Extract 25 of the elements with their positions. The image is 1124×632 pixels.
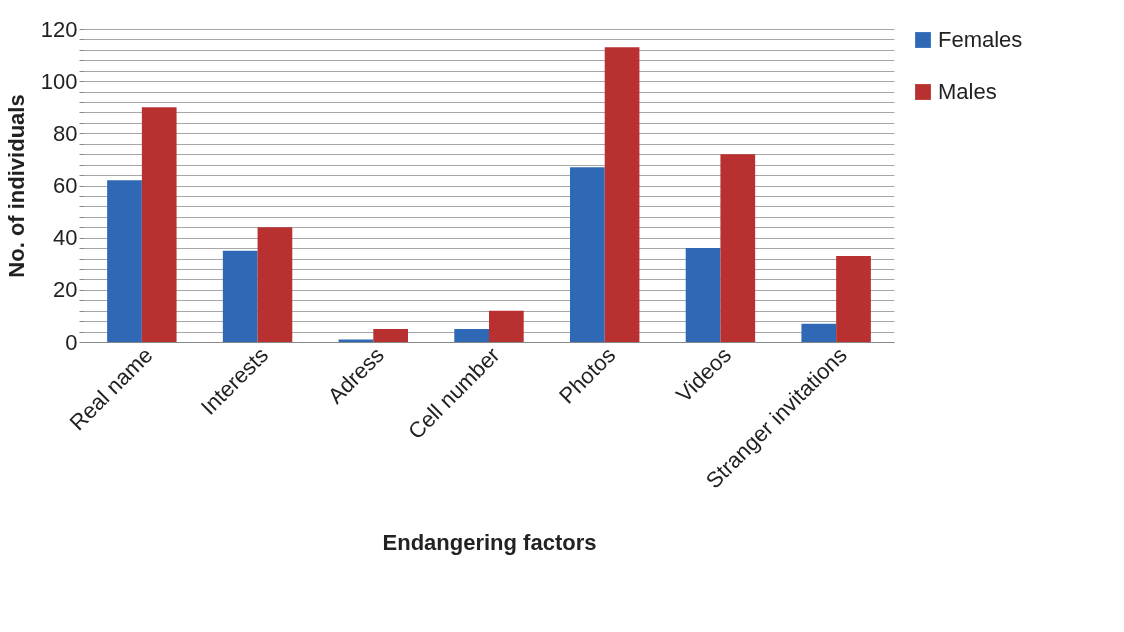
x-axis-title: Endangering factors	[382, 529, 597, 555]
bar	[338, 339, 374, 342]
y-tick-label: 0	[65, 329, 78, 355]
bar	[489, 310, 524, 342]
bar	[257, 227, 293, 342]
bar	[222, 250, 258, 342]
y-tick-label: 120	[40, 16, 78, 42]
y-tick-label: 60	[53, 173, 78, 198]
y-tick-label: 40	[53, 225, 78, 251]
y-tick-label: 80	[53, 120, 78, 146]
legend-label: Females	[938, 27, 1023, 52]
bar	[570, 167, 605, 342]
bar	[604, 47, 640, 342]
y-tick-label: 20	[53, 277, 78, 303]
bar	[720, 154, 756, 342]
bar	[454, 328, 489, 342]
legend-label: Males	[938, 79, 997, 104]
bar	[373, 328, 408, 342]
bar	[107, 180, 142, 342]
y-tick-label: 100	[40, 68, 78, 94]
y-axis-title: No. of individuals	[3, 94, 29, 278]
bar	[141, 107, 177, 342]
bar	[801, 323, 837, 342]
bar	[685, 248, 721, 342]
bar	[836, 255, 871, 342]
